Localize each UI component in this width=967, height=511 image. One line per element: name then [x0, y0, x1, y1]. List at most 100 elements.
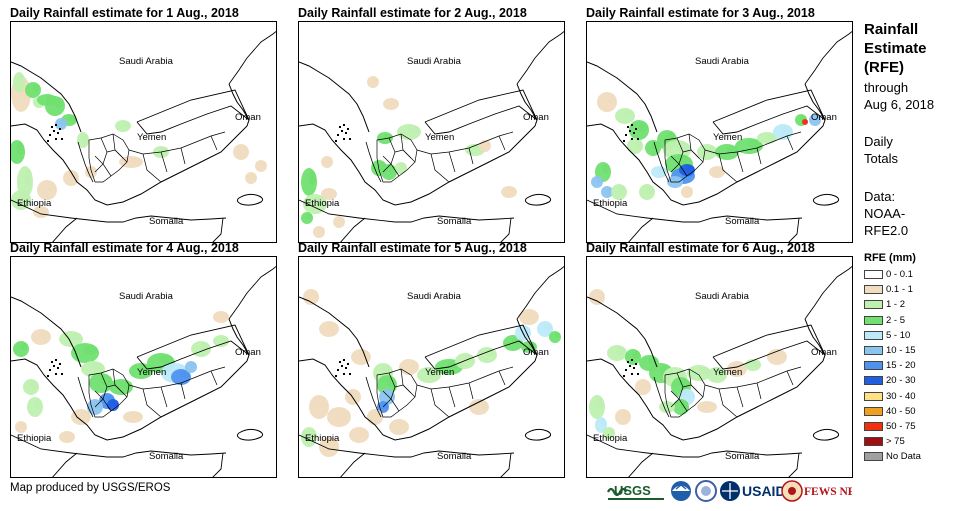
- legend-label: 40 - 50: [886, 405, 916, 417]
- island: [631, 138, 633, 140]
- legend-title: Rainfall Estimate (RFE): [864, 20, 927, 77]
- rainfall-area: [608, 428, 615, 435]
- rainfall-area: [190, 362, 197, 369]
- island: [347, 363, 349, 365]
- rainfall-area: [68, 115, 77, 122]
- rainfall-area: [16, 142, 25, 155]
- rainfall-area: [220, 336, 229, 343]
- island: [623, 375, 625, 377]
- rainfall-area: [30, 380, 39, 389]
- rainfall-area: [119, 380, 132, 389]
- legend-label: 2 - 5: [886, 314, 906, 326]
- legend-swatch: [864, 376, 883, 386]
- rainfall-area: [386, 377, 396, 387]
- admin-boundary: [180, 382, 186, 400]
- map-label-oman: Oman: [235, 112, 261, 123]
- rainfall-area: [220, 312, 229, 319]
- legend-title-line: Rainfall: [864, 21, 919, 38]
- admin-boundary: [430, 153, 450, 183]
- country-border: [712, 266, 852, 370]
- admin-boundary: [736, 386, 744, 408]
- map-label-oman: Oman: [811, 112, 837, 123]
- rainfall-area: [390, 99, 399, 106]
- map-label-oman: Oman: [523, 112, 549, 123]
- admin-boundary: [718, 388, 738, 418]
- map-label-oman: Oman: [811, 347, 837, 358]
- admin-boundary: [210, 135, 218, 151]
- island: [339, 361, 341, 363]
- legend-label: 15 - 20: [886, 360, 916, 372]
- rainfall-area: [34, 399, 43, 409]
- rainfall-area: [122, 121, 131, 128]
- admin-boundary: [498, 135, 506, 151]
- admin-boundary: [94, 155, 104, 173]
- legend-swatch: [864, 437, 883, 447]
- island: [623, 140, 625, 142]
- legend-item: 0 - 0.1: [864, 268, 913, 282]
- island: [349, 373, 351, 375]
- seal-logo: [695, 480, 717, 502]
- admin-boundary: [160, 151, 168, 173]
- rainfall-map: Saudi Arabia Oman Yemen Ethiopia Somalia: [10, 21, 277, 243]
- admin-boundary: [756, 382, 762, 400]
- island: [341, 365, 343, 367]
- legend-label: 1 - 2: [886, 299, 906, 311]
- admin-boundary: [142, 153, 162, 183]
- coastline: [77, 376, 94, 418]
- rainfall-area: [310, 290, 319, 299]
- map-panel-aug-4: Daily Rainfall estimate for 4 Aug., 2018…: [10, 240, 277, 480]
- country-border: [712, 89, 826, 123]
- admin-boundary: [676, 372, 688, 412]
- rainfall-area: [328, 189, 337, 196]
- map-label-ethiopia: Ethiopia: [593, 433, 628, 444]
- island: [55, 373, 57, 375]
- island: [343, 124, 345, 126]
- rainfall-area: [658, 167, 667, 174]
- rainfall-area: [666, 402, 675, 409]
- rainfall-area: [484, 141, 491, 148]
- rainfall-area: [716, 167, 725, 174]
- map-label-ethiopia: Ethiopia: [17, 198, 52, 209]
- coastline: [299, 61, 370, 133]
- rainfall-area: [82, 133, 89, 142]
- country-border: [712, 324, 826, 358]
- rainfall-area: [407, 125, 420, 134]
- island: [633, 132, 635, 134]
- admin-boundary: [160, 386, 168, 408]
- rainfall-area: [308, 429, 317, 439]
- legend-label: 0 - 0.1: [886, 269, 913, 280]
- legend-title-line: (RFE): [864, 59, 904, 76]
- admin-boundary: [682, 149, 700, 159]
- legend-label: 30 - 40: [886, 390, 916, 402]
- country-border: [712, 31, 852, 135]
- rainfall-area: [686, 390, 695, 399]
- rainfall-area: [372, 77, 379, 84]
- legend-item: 1 - 2: [864, 298, 905, 312]
- legend-item: 10 - 15: [864, 344, 916, 358]
- rainfall-area: [776, 350, 786, 359]
- island: [812, 193, 840, 206]
- map-label-somalia: Somalia: [437, 451, 472, 462]
- map-label-ethiopia: Ethiopia: [17, 433, 52, 444]
- country-border: [136, 266, 276, 370]
- map-label-ethiopia: Ethiopia: [305, 433, 340, 444]
- rainfall-area: [632, 350, 641, 359]
- rainfall-area: [83, 345, 98, 355]
- admin-boundary: [670, 155, 680, 173]
- rainfall-area: [386, 390, 395, 399]
- admin-boundary: [670, 390, 680, 408]
- rainfall-area: [328, 322, 338, 331]
- island: [57, 367, 59, 369]
- coastline: [299, 83, 538, 206]
- rainfall-area: [24, 169, 33, 186]
- panel-title: Daily Rainfall estimate for 4 Aug., 2018: [10, 241, 239, 255]
- island: [61, 138, 63, 140]
- legend-data-source: Data: NOAA- RFE2.0: [864, 188, 908, 239]
- island: [51, 126, 53, 128]
- admin-boundary: [718, 153, 738, 183]
- coastline: [365, 376, 382, 418]
- island: [49, 134, 51, 136]
- legend-through: through Aug 6, 2018: [864, 79, 934, 113]
- coastline: [299, 199, 515, 242]
- legend-through-line: through: [864, 80, 909, 95]
